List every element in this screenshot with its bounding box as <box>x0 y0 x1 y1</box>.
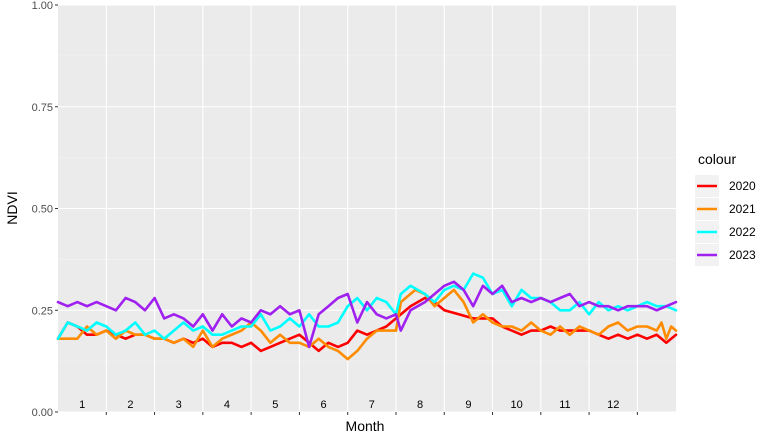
month-label: 2 <box>127 399 133 411</box>
legend-title: colour <box>698 151 736 167</box>
y-axis-ticks: 0.00 0.25 0.50 0.75 1.00 <box>32 0 58 419</box>
month-label: 12 <box>607 399 619 411</box>
month-label: 4 <box>224 399 230 411</box>
legend-label-2022: 2022 <box>729 225 756 239</box>
y-tick-label: 0.00 <box>32 407 53 419</box>
series-lines <box>56 272 678 361</box>
y-tick-label: 0.75 <box>32 102 53 114</box>
month-label: 5 <box>272 399 278 411</box>
legend-label-2020: 2020 <box>729 179 756 193</box>
month-label: 11 <box>559 399 570 411</box>
month-label: 8 <box>417 399 423 411</box>
series-line-2023 <box>56 280 678 349</box>
y-tick-label: 0.25 <box>32 305 53 317</box>
legend-label-2023: 2023 <box>729 248 756 262</box>
y-tick-label: 1.00 <box>32 0 53 12</box>
month-label: 3 <box>176 399 182 411</box>
legend-label-2021: 2021 <box>729 202 756 216</box>
grid-lines <box>58 4 676 413</box>
x-axis-ticks: 1 2 3 4 5 6 7 8 9 10 11 12 <box>79 399 638 415</box>
legend: colour 2020 2021 2022 2023 <box>695 151 756 266</box>
month-label: 10 <box>511 399 523 411</box>
month-label: 7 <box>369 399 375 411</box>
month-label: 9 <box>465 399 471 411</box>
legend-items: 2020 2021 2022 2023 <box>695 175 756 266</box>
series-line-2022 <box>56 272 678 340</box>
y-axis-title: NDVI <box>4 191 20 224</box>
x-axis-title: Month <box>346 418 385 434</box>
y-tick-label: 0.50 <box>32 204 53 216</box>
month-label: 1 <box>79 399 85 411</box>
month-label: 6 <box>320 399 326 411</box>
